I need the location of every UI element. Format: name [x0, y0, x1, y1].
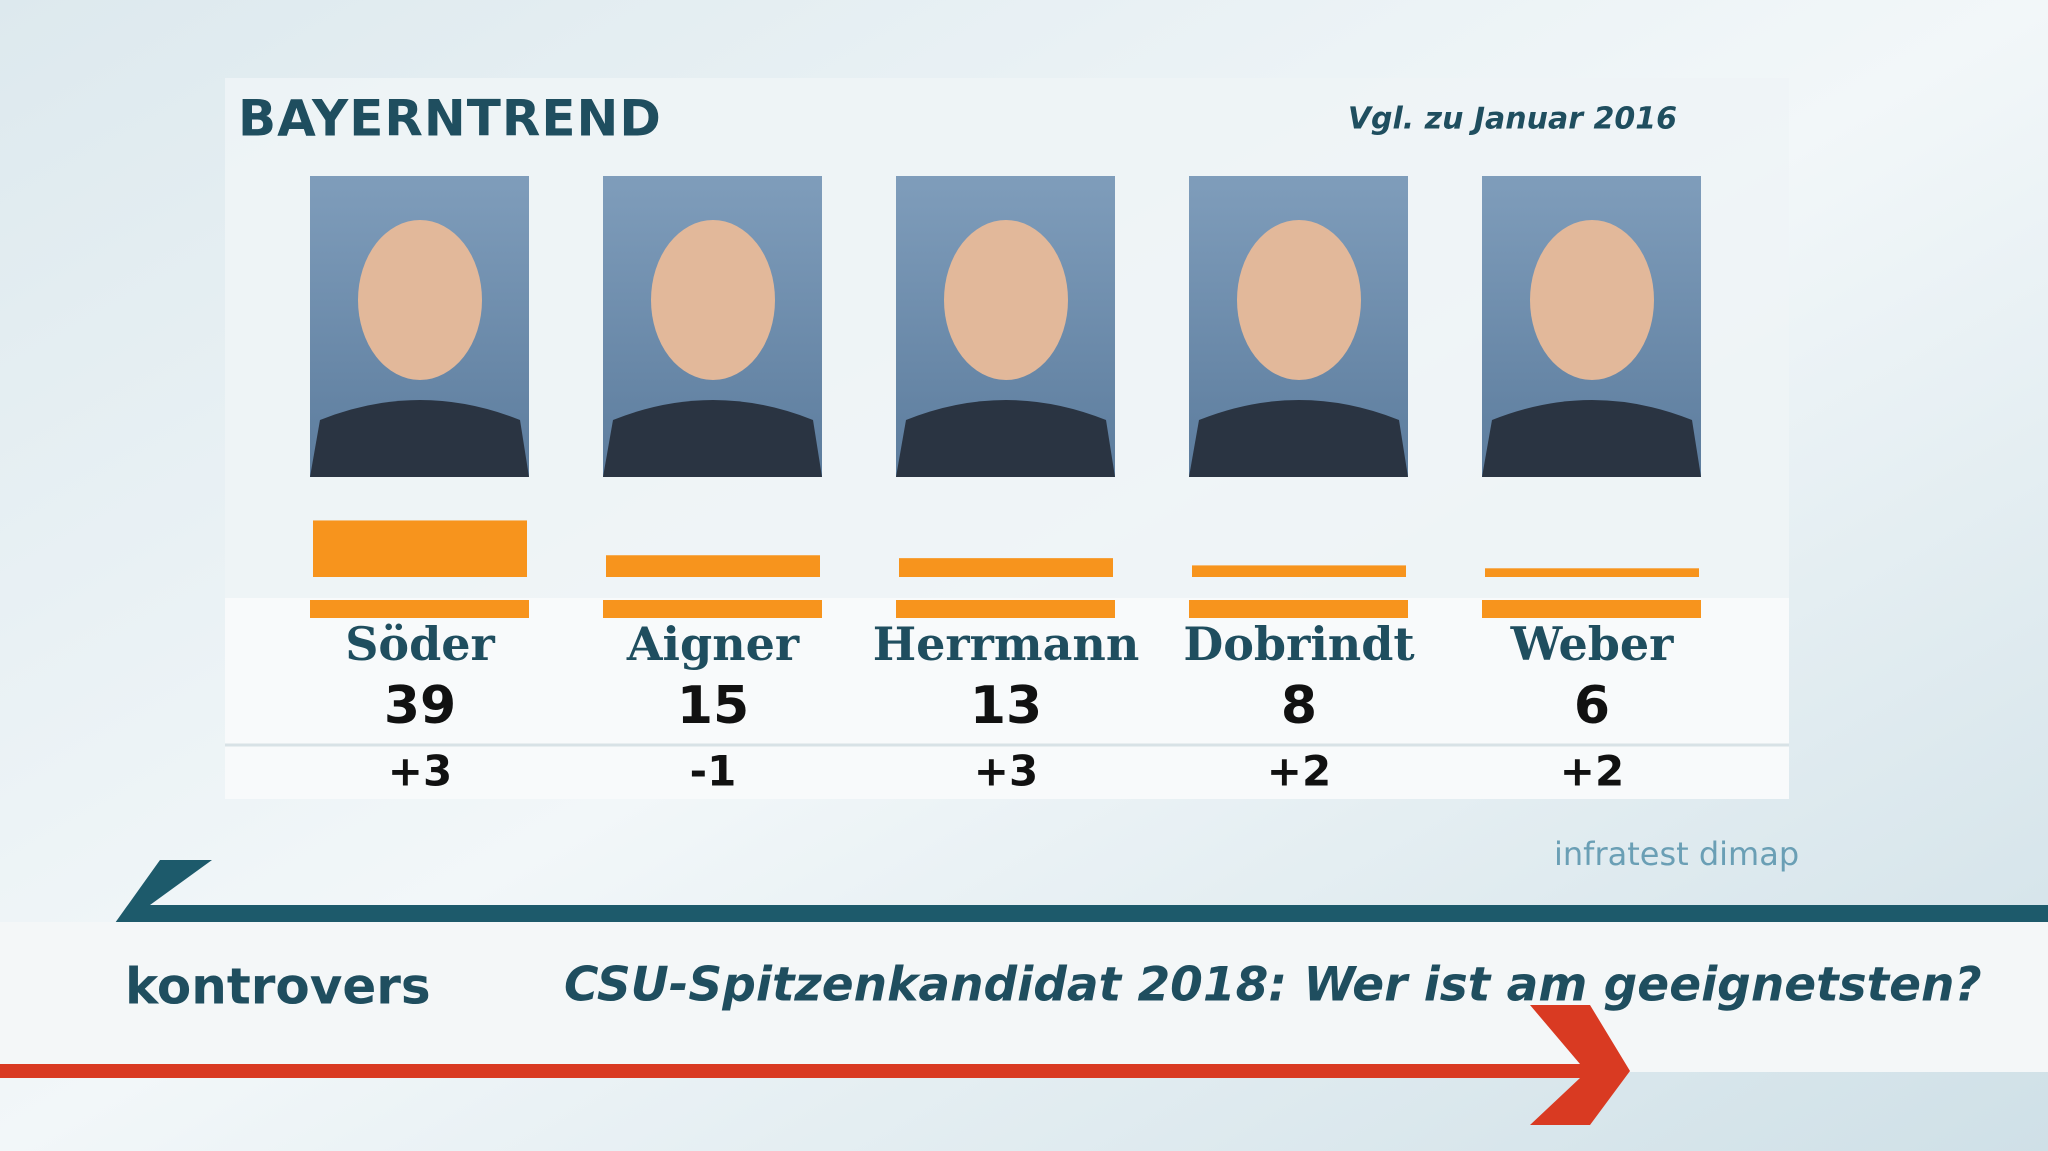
comparison: Vgl. zu Januar 2016	[1348, 102, 1677, 137]
photo-head	[1237, 220, 1361, 380]
photo-head	[1530, 220, 1654, 380]
baseline-bar	[310, 600, 529, 618]
photo-head	[358, 220, 482, 380]
bar	[606, 555, 820, 577]
bar	[313, 520, 527, 577]
bar	[1485, 568, 1699, 577]
footer-title: CSU-Spitzenkandidat 2018: Wer ist am gee…	[564, 958, 1982, 1013]
bar	[899, 558, 1113, 577]
brand: BAYERNTREND	[238, 90, 662, 148]
photo-head	[651, 220, 775, 380]
change-label: +3	[388, 747, 452, 796]
arrow-left	[110, 860, 2048, 930]
change-label: +2	[1560, 747, 1624, 796]
value-label: 39	[384, 676, 456, 736]
candidate-name: Herrmann	[873, 617, 1140, 671]
logo: kontrovers	[125, 958, 431, 1016]
baseline-bar	[603, 600, 822, 618]
photo-body	[1482, 400, 1701, 477]
arrow-right	[0, 1005, 1630, 1125]
baseline-bar	[1482, 600, 1701, 618]
panel-lower	[225, 598, 1789, 799]
change-label: -1	[690, 747, 737, 796]
candidate-name: Dobrindt	[1183, 617, 1415, 671]
baseline-bar	[1189, 600, 1408, 618]
photo-body	[310, 400, 529, 477]
footer-band	[0, 922, 2048, 1072]
candidate-name: Söder	[345, 617, 495, 671]
change-label: +3	[974, 747, 1038, 796]
value-label: 8	[1281, 676, 1317, 736]
candidate-name: Weber	[1510, 617, 1675, 671]
baseline-bar	[896, 600, 1115, 618]
bar	[1192, 565, 1406, 577]
candidate-name: Aigner	[626, 617, 800, 671]
value-label: 15	[677, 676, 749, 736]
photo-body	[1189, 400, 1408, 477]
value-label: 6	[1574, 676, 1610, 736]
photo-head	[944, 220, 1068, 380]
value-label: 13	[970, 676, 1042, 736]
photo-body	[603, 400, 822, 477]
photo-body	[896, 400, 1115, 477]
change-label: +2	[1267, 747, 1331, 796]
source: infratest dimap	[1554, 835, 1799, 873]
